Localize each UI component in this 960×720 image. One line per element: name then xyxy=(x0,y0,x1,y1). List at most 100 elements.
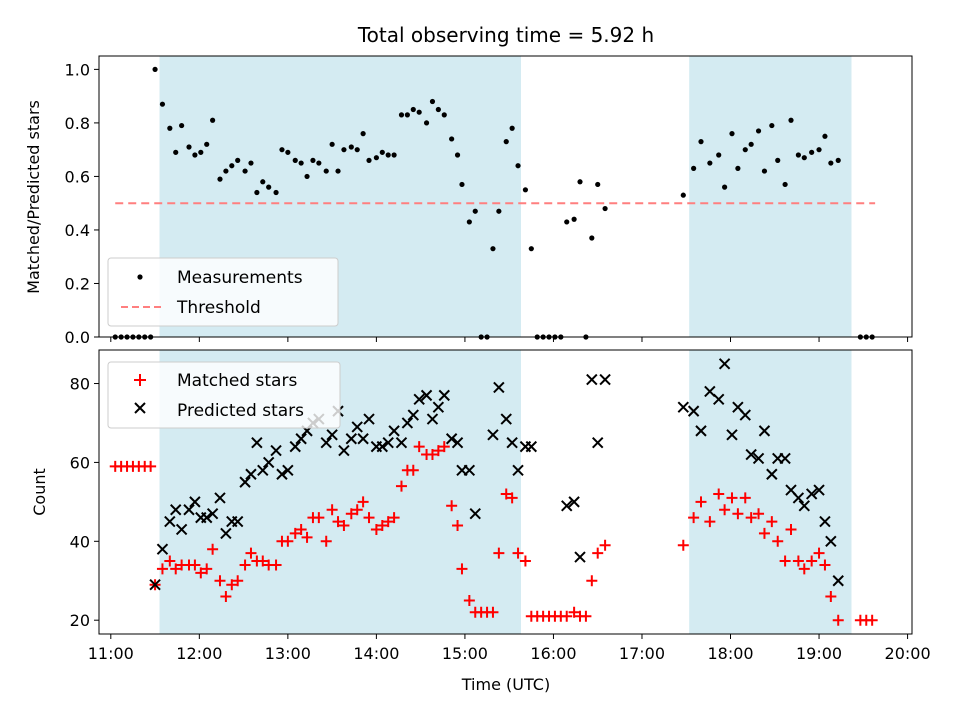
measurement-point xyxy=(735,165,741,171)
matched-star-point xyxy=(207,543,219,555)
matched-star-point xyxy=(220,591,232,603)
predicted-star-point xyxy=(156,543,169,555)
measurement-point xyxy=(410,106,416,113)
measurement-point xyxy=(490,246,496,252)
measurement-point xyxy=(496,208,502,214)
predicted-star-point xyxy=(677,401,690,413)
x-tick-label: 13:00 xyxy=(265,644,311,663)
measurement-point xyxy=(788,117,794,123)
matched-star-point xyxy=(785,523,797,535)
matched-star-point xyxy=(506,492,518,504)
matched-star-point xyxy=(463,594,475,606)
bottom-y-axis-label: Count xyxy=(30,468,49,516)
matched-star-point xyxy=(239,559,251,571)
matched-star-point xyxy=(332,516,344,528)
bottom-legend-box xyxy=(107,361,341,429)
measurement-point xyxy=(273,189,279,196)
legend-matched-marker xyxy=(134,374,146,386)
measurement-point xyxy=(680,192,686,198)
bottom-panel: 20 40 60 80 11:00 12:00 13:00 14:00 15:00 16:00 1… xyxy=(30,349,931,694)
measurement-point xyxy=(742,147,748,153)
top-legend: Measurements Threshold xyxy=(107,257,339,327)
matched-star-point xyxy=(452,520,464,532)
matched-star-point xyxy=(766,516,778,528)
measurement-point xyxy=(159,101,166,107)
matched-star-point xyxy=(357,496,369,508)
matched-star-point xyxy=(568,606,580,618)
shaded-interval xyxy=(689,350,852,634)
measurement-point xyxy=(354,147,360,153)
measurement-point xyxy=(515,163,521,169)
measurement-point xyxy=(235,157,241,163)
predicted-star-point xyxy=(445,433,458,445)
matched-star-point xyxy=(512,547,524,559)
matched-star-point xyxy=(301,531,313,543)
measurement-point xyxy=(602,205,608,212)
measurement-point xyxy=(755,128,762,134)
measurement-point xyxy=(210,117,216,123)
measurement-point xyxy=(152,66,158,72)
bottom-axes-frame xyxy=(98,349,913,635)
measurement-point xyxy=(298,160,304,166)
matched-star-point xyxy=(825,591,837,603)
y-tick-label: 0.0 xyxy=(65,328,90,347)
measurement-point xyxy=(186,144,192,150)
matched-star-point xyxy=(214,575,226,587)
matched-star-point xyxy=(351,504,363,516)
matched-star-point xyxy=(580,610,592,622)
predicted-star-point xyxy=(289,440,301,453)
predicted-star-point xyxy=(798,500,810,512)
predicted-star-point xyxy=(388,425,400,437)
matched-star-point xyxy=(426,449,438,461)
measurement-point xyxy=(329,141,335,147)
matched-star-point xyxy=(189,559,201,571)
predicted-star-point xyxy=(320,436,332,449)
matched-star-point xyxy=(739,492,751,504)
predicted-star-point xyxy=(506,436,518,449)
measurement-point xyxy=(435,106,441,113)
measurement-point xyxy=(795,152,801,158)
predicted-star-point xyxy=(282,464,294,477)
measurement-point xyxy=(564,219,570,225)
predicted-star-point xyxy=(231,515,244,528)
matched-star-point xyxy=(561,610,573,622)
predicted-star-point xyxy=(201,511,213,524)
measurement-point xyxy=(571,216,577,222)
predicted-star-point xyxy=(376,440,389,453)
measurement-point xyxy=(173,149,179,155)
x-tick-label: 11:00 xyxy=(88,644,134,663)
x-tick-label: 15:00 xyxy=(442,644,488,663)
predicted-star-point xyxy=(726,429,738,441)
top-y-axis-label: Matched/Predicted stars xyxy=(24,100,43,294)
predicted-star-point xyxy=(487,429,499,441)
matched-star-point xyxy=(695,496,707,508)
predicted-star-point xyxy=(574,551,586,563)
predicted-star-point xyxy=(276,468,288,480)
top-legend-box xyxy=(107,257,339,327)
matched-star-point xyxy=(758,527,770,539)
predicted-star-point xyxy=(469,507,481,520)
measurement-point xyxy=(391,152,397,158)
measurement-point xyxy=(835,157,841,163)
predicted-star-point xyxy=(401,417,414,429)
predicted-star-point xyxy=(525,440,538,453)
measurement-point xyxy=(441,112,447,118)
matched-star-point xyxy=(456,563,468,575)
y-tick-label: 0.8 xyxy=(65,114,90,133)
measurement-point xyxy=(310,157,316,163)
matched-star-point xyxy=(779,555,791,567)
predicted-star-point xyxy=(512,464,524,477)
matched-star-point xyxy=(732,508,744,520)
measurement-point xyxy=(373,155,379,161)
predicted-star-point xyxy=(351,421,363,433)
matched-star-point xyxy=(446,500,458,512)
predicted-star-point xyxy=(407,409,419,421)
predicted-star-point xyxy=(214,492,226,504)
measurement-point xyxy=(198,149,204,155)
measurement-point xyxy=(260,179,266,185)
predicted-star-point xyxy=(832,575,844,587)
measurement-point xyxy=(385,152,391,158)
measurement-point xyxy=(816,147,822,153)
y-tick-label: 1.0 xyxy=(65,60,90,79)
